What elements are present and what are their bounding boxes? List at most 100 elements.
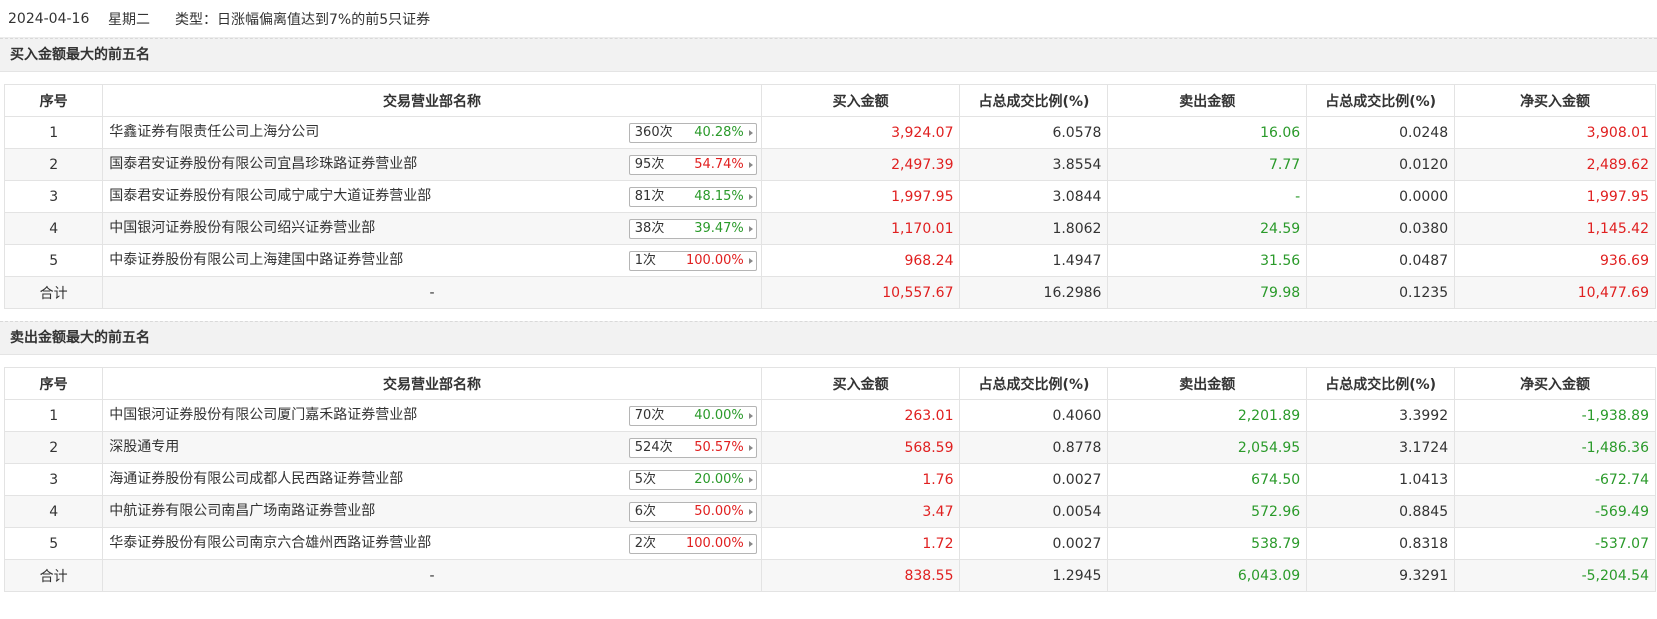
caret-right-icon [748,509,753,515]
broker-stats-button[interactable]: 81次 48.15% [628,187,757,207]
broker-name-link[interactable]: 中国银河证券股份有限公司厦门嘉禾路证券营业部 [109,407,418,423]
row-index: 2 [3,431,104,464]
buy-amount: 3.47 [760,495,961,528]
broker-stats-button[interactable]: 5次 20.00% [628,470,757,490]
broker-stats-button[interactable]: 524次 50.57% [628,438,757,458]
buy-amount: 1.76 [760,463,961,496]
table-header-row: 序号 交易营业部名称 买入金额 占总成交比例(%) 卖出金额 占总成交比例(%) 净买入金额 [3,84,1656,117]
broker-cell: 华泰证券股份有限公司南京六合雄州西路证券营业部 2次 100.00% [102,527,762,560]
total-label: 合计 [3,276,104,309]
header-bar: 2024-04-16 星期二 类型：日涨幅偏离值达到7%的前5只证券 [0,0,1657,38]
sell-amount: 16.06 [1107,116,1308,149]
appearance-count: 38次 [634,221,665,236]
buy-ratio: 1.4947 [959,244,1109,277]
buy-ratio: 0.0027 [959,527,1109,560]
broker-name-link[interactable]: 中国银河证券股份有限公司绍兴证券营业部 [109,220,376,236]
broker-stats-button[interactable]: 70次 40.00% [628,406,757,426]
caret-right-icon [748,413,753,419]
appearance-count: 524次 [634,440,673,455]
col-buy-ratio-header: 占总成交比例(%) [959,84,1109,117]
net-buy-amount: -1,486.36 [1454,431,1656,464]
col-broker-name-header: 交易营业部名称 [102,367,762,400]
broker-name-link[interactable]: 华泰证券股份有限公司南京六合雄州西路证券营业部 [109,535,432,551]
total-buy-amount: 10,557.67 [760,276,961,309]
win-rate: 20.00% [694,472,744,487]
broker-stats-button[interactable]: 38次 39.47% [628,219,757,239]
caret-right-icon [748,477,753,483]
net-buy-amount: -537.07 [1454,527,1656,560]
col-sell-amount-header: 卖出金额 [1107,84,1308,117]
list-type: 类型：日涨幅偏离值达到7%的前5只证券 [175,11,431,28]
table-row: 5 华泰证券股份有限公司南京六合雄州西路证券营业部 2次 100.00% 1.72 0.0… [3,527,1656,560]
table-row: 2 国泰君安证券股份有限公司宜昌珍珠路证券营业部 95次 54.74% 2,497.39… [3,148,1656,181]
buy-amount: 263.01 [760,399,961,432]
total-sell-ratio: 0.1235 [1306,276,1456,309]
row-index: 5 [3,244,104,277]
total-net-buy: 10,477.69 [1454,276,1656,309]
broker-stats-button[interactable]: 360次 40.28% [628,123,757,143]
broker-name-link[interactable]: 国泰君安证券股份有限公司咸宁咸宁大道证券营业部 [109,188,432,204]
buy-amount: 2,497.39 [760,148,961,181]
sell-section-title: 卖出金额最大的前五名 [0,321,1657,355]
broker-name-link[interactable]: 中航证券有限公司南昌广场南路证券营业部 [109,503,376,519]
sell-ratio: 3.3992 [1306,399,1456,432]
caret-right-icon [748,541,753,547]
col-net-buy-header: 净买入金额 [1454,84,1656,117]
sell-ratio: 0.8845 [1306,495,1456,528]
row-index: 5 [3,527,104,560]
win-rate: 39.47% [694,221,744,236]
buy-ratio: 3.0844 [959,180,1109,213]
total-sell-amount: 6,043.09 [1107,559,1308,592]
broker-name-link[interactable]: 华鑫证券有限责任公司上海分公司 [109,124,320,140]
win-rate: 40.28% [694,125,744,140]
buy-amount: 1.72 [760,527,961,560]
broker-cell: 中泰证券股份有限公司上海建国中路证券营业部 1次 100.00% [102,244,762,277]
total-buy-ratio: 16.2986 [959,276,1109,309]
col-buy-ratio-header: 占总成交比例(%) [959,367,1109,400]
win-rate: 54.74% [694,157,744,172]
total-sell-ratio: 9.3291 [1306,559,1456,592]
buy-ratio: 6.0578 [959,116,1109,149]
broker-name-link[interactable]: 深股通专用 [109,439,180,455]
buy-ratio: 1.8062 [959,212,1109,245]
col-net-buy-header: 净买入金额 [1454,367,1656,400]
col-index-header: 序号 [3,84,104,117]
buy-ratio: 0.0054 [959,495,1109,528]
appearance-count: 81次 [634,189,665,204]
buy-amount: 1,170.01 [760,212,961,245]
broker-name-link[interactable]: 中泰证券股份有限公司上海建国中路证券营业部 [109,252,404,268]
broker-stats-button[interactable]: 2次 100.00% [628,534,757,554]
row-index: 4 [3,495,104,528]
caret-right-icon [748,258,753,264]
buy-ratio: 0.0027 [959,463,1109,496]
sell-ratio: 0.0120 [1306,148,1456,181]
buy-ratio: 3.8554 [959,148,1109,181]
sell-amount: 2,201.89 [1107,399,1308,432]
win-rate: 100.00% [685,536,744,551]
table-row: 4 中国银河证券股份有限公司绍兴证券营业部 38次 39.47% 1,170.01 1.8… [3,212,1656,245]
table-row: 4 中航证券有限公司南昌广场南路证券营业部 6次 50.00% 3.47 0.0054 57… [3,495,1656,528]
sell-ratio: 0.0248 [1306,116,1456,149]
net-buy-amount: -672.74 [1454,463,1656,496]
caret-right-icon [748,130,753,136]
broker-stats-button[interactable]: 95次 54.74% [628,155,757,175]
net-buy-amount: 3,908.01 [1454,116,1656,149]
table-row: 3 海通证券股份有限公司成都人民西路证券营业部 5次 20.00% 1.76 0.0027… [3,463,1656,496]
buy-amount: 568.59 [760,431,961,464]
win-rate: 50.57% [694,440,744,455]
row-index: 4 [3,212,104,245]
net-buy-amount: 936.69 [1454,244,1656,277]
broker-stats-button[interactable]: 6次 50.00% [628,502,757,522]
sell-amount: 538.79 [1107,527,1308,560]
trade-date: 2024-04-16 [8,10,90,27]
sell-ratio: 0.0380 [1306,212,1456,245]
total-sell-amount: 79.98 [1107,276,1308,309]
broker-name-link[interactable]: 海通证券股份有限公司成都人民西路证券营业部 [109,471,404,487]
caret-right-icon [748,445,753,451]
broker-stats-button[interactable]: 1次 100.00% [628,251,757,271]
net-buy-amount: -569.49 [1454,495,1656,528]
caret-right-icon [748,226,753,232]
win-rate: 50.00% [694,504,744,519]
broker-name-link[interactable]: 国泰君安证券股份有限公司宜昌珍珠路证券营业部 [109,156,418,172]
net-buy-amount: 2,489.62 [1454,148,1656,181]
